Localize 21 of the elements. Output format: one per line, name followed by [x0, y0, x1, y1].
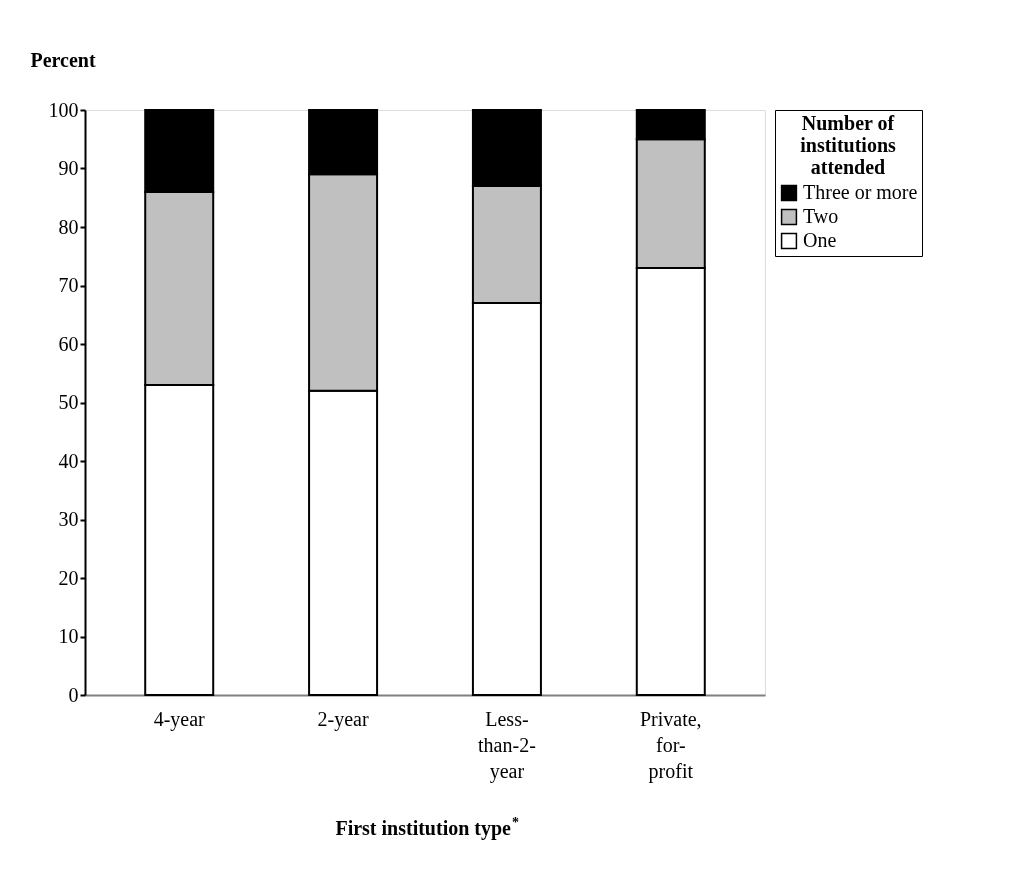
- y-tick-label: 30: [58, 508, 79, 530]
- y-tick-label: 10: [58, 625, 79, 647]
- y-tick-label: 50: [58, 391, 79, 413]
- x-tick-label: 4-year: [153, 707, 206, 731]
- y-tick-label: 60: [58, 332, 79, 355]
- legend-label: Three or more: [803, 181, 918, 203]
- x-axis-title: First institution type*: [335, 815, 519, 840]
- y-tick-label: 100: [48, 98, 79, 121]
- y-tick-label: 20: [58, 566, 79, 589]
- y-tick-label: 0: [68, 683, 79, 706]
- y-tick-label: 90: [58, 157, 79, 179]
- y-tick-label: 40: [58, 449, 79, 472]
- x-tick-label: Less-than-2-year: [478, 707, 536, 783]
- x-tick-label: Private, for-profit: [639, 707, 702, 783]
- y-tick-label: 80: [58, 215, 79, 238]
- legend-title: Number of institutions attended: [800, 112, 897, 178]
- legend-label: One: [803, 229, 837, 251]
- y-tick-label: 70: [58, 274, 79, 296]
- legend-label: Two: [803, 205, 839, 227]
- x-tick-label: 2-year: [317, 707, 369, 731]
- y-axis-title: Percent: [30, 48, 96, 71]
